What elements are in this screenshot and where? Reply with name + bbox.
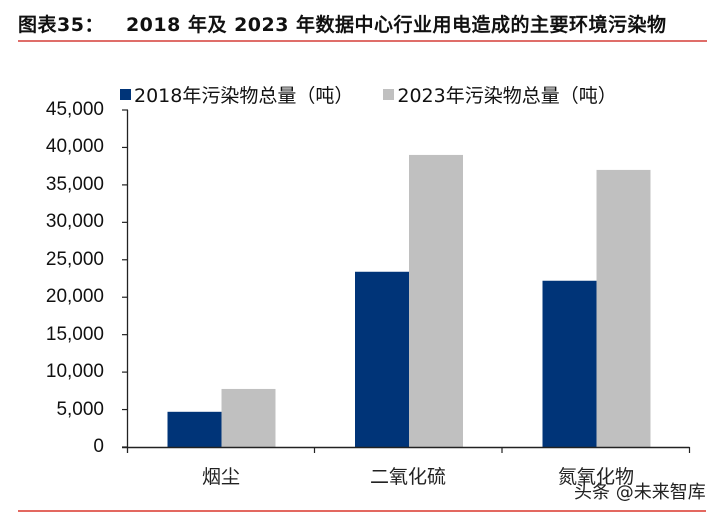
bar-2018 [542,280,597,447]
figure-title: 图表35： 2018 年及 2023 年数据中心行业用电造成的主要环境污染物 [18,10,667,37]
y-tick-label: 35,000 [45,174,104,195]
legend-item-2023: 2023年污染物总量（吨） [383,81,617,108]
y-tick-label: 10,000 [45,361,104,382]
title-divider [18,40,707,42]
y-tick-label: 45,000 [45,99,104,120]
bar-2023 [596,169,651,447]
figure-label: 图表35： [18,14,104,36]
chart-legend: 2018年污染物总量（吨） 2023年污染物总量（吨） [120,81,647,108]
legend-swatch-2018 [120,89,131,100]
watermark: 头条 @未来智库 [574,482,706,503]
x-category-label: 二氧化硫 [369,466,446,488]
y-tick-label: 20,000 [45,286,104,307]
y-tick-label: 15,000 [45,324,104,345]
bar-2023 [221,388,276,447]
y-tick-label: 25,000 [45,249,104,270]
legend-label-2023: 2023年污染物总量（吨） [397,85,617,107]
y-tick-label: 5,000 [56,399,104,420]
legend-swatch-2023 [383,89,395,100]
legend-label-2018: 2018年污染物总量（吨） [134,85,354,107]
bar-2018 [167,411,222,447]
y-tick-label: 0 [93,436,104,457]
y-tick-label: 30,000 [45,211,104,232]
bar-2023 [409,154,463,447]
legend-item-2018: 2018年污染物总量（吨） [120,81,353,108]
x-category-label: 烟尘 [201,466,240,488]
x-category-label: 氮氧化物 [557,466,634,488]
bars-group [167,154,651,447]
footer-divider [18,510,706,512]
y-tick-label: 40,000 [45,136,104,157]
bar-2018 [355,271,409,447]
figure-title-text: 2018 年及 2023 年数据中心行业用电造成的主要环境污染物 [125,14,667,36]
